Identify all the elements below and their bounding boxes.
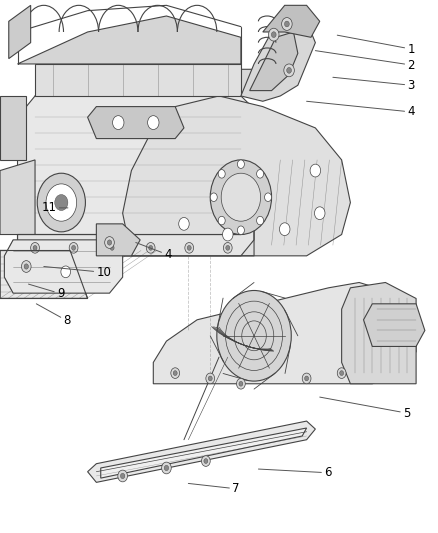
Polygon shape [4, 240, 123, 293]
Circle shape [71, 245, 75, 251]
Circle shape [226, 245, 230, 251]
Polygon shape [0, 251, 88, 298]
Circle shape [31, 243, 39, 253]
Circle shape [287, 68, 291, 73]
Polygon shape [241, 16, 315, 101]
Circle shape [173, 371, 177, 375]
Text: 2: 2 [315, 51, 415, 71]
Text: 4: 4 [136, 243, 172, 261]
Circle shape [201, 456, 210, 466]
Polygon shape [9, 5, 31, 59]
Text: 10: 10 [44, 266, 111, 279]
Polygon shape [0, 160, 35, 235]
Circle shape [148, 116, 159, 130]
Polygon shape [18, 224, 254, 256]
Polygon shape [153, 282, 416, 384]
Circle shape [206, 373, 215, 384]
Circle shape [187, 245, 191, 251]
Circle shape [120, 473, 125, 479]
Text: 11: 11 [42, 201, 68, 214]
Circle shape [46, 184, 77, 221]
Circle shape [146, 243, 155, 253]
Circle shape [314, 207, 325, 220]
Circle shape [24, 264, 28, 269]
Circle shape [257, 169, 264, 178]
Circle shape [218, 216, 225, 225]
Circle shape [221, 173, 261, 221]
Circle shape [279, 223, 290, 236]
Text: 7: 7 [188, 482, 240, 495]
Circle shape [185, 243, 194, 253]
Circle shape [223, 228, 233, 241]
Circle shape [217, 290, 291, 381]
Circle shape [118, 470, 127, 482]
Circle shape [105, 237, 114, 248]
Text: 4: 4 [307, 101, 415, 118]
Circle shape [284, 64, 294, 77]
Circle shape [223, 243, 232, 253]
Circle shape [218, 169, 225, 178]
Circle shape [55, 195, 68, 211]
Circle shape [310, 164, 321, 177]
Circle shape [208, 376, 212, 381]
Circle shape [340, 371, 343, 375]
Circle shape [285, 21, 289, 27]
Circle shape [210, 193, 217, 201]
Polygon shape [123, 96, 350, 256]
Polygon shape [88, 421, 315, 482]
Circle shape [210, 160, 272, 235]
Circle shape [204, 458, 208, 463]
Circle shape [282, 18, 292, 30]
Circle shape [164, 465, 169, 471]
Circle shape [107, 240, 112, 245]
Circle shape [337, 368, 346, 378]
Circle shape [108, 243, 117, 253]
Circle shape [179, 217, 189, 230]
Circle shape [113, 116, 124, 130]
Polygon shape [263, 5, 320, 37]
Text: 5: 5 [320, 397, 410, 419]
Circle shape [162, 462, 171, 474]
Polygon shape [35, 64, 241, 96]
Circle shape [21, 261, 31, 272]
Circle shape [110, 245, 114, 251]
Polygon shape [18, 16, 241, 64]
Polygon shape [250, 32, 298, 91]
Text: 8: 8 [36, 304, 71, 327]
Text: 6: 6 [258, 466, 332, 479]
Circle shape [304, 376, 308, 381]
Circle shape [268, 28, 279, 41]
Circle shape [69, 243, 78, 253]
Circle shape [61, 266, 71, 278]
Circle shape [272, 32, 276, 37]
Circle shape [33, 245, 37, 251]
Text: 3: 3 [333, 77, 415, 92]
Polygon shape [96, 224, 140, 256]
Polygon shape [88, 107, 184, 139]
Polygon shape [342, 282, 416, 384]
Circle shape [149, 245, 153, 251]
Circle shape [239, 382, 243, 386]
Polygon shape [0, 96, 26, 160]
Circle shape [237, 226, 244, 235]
Circle shape [265, 193, 272, 201]
Polygon shape [364, 304, 425, 346]
Polygon shape [18, 96, 263, 235]
Circle shape [171, 368, 180, 378]
Text: 1: 1 [337, 35, 415, 55]
Text: 9: 9 [28, 284, 64, 300]
Circle shape [257, 216, 264, 225]
Circle shape [37, 173, 85, 232]
Polygon shape [101, 428, 307, 478]
Circle shape [237, 378, 245, 389]
Polygon shape [35, 69, 263, 96]
Circle shape [237, 160, 244, 168]
Circle shape [302, 373, 311, 384]
